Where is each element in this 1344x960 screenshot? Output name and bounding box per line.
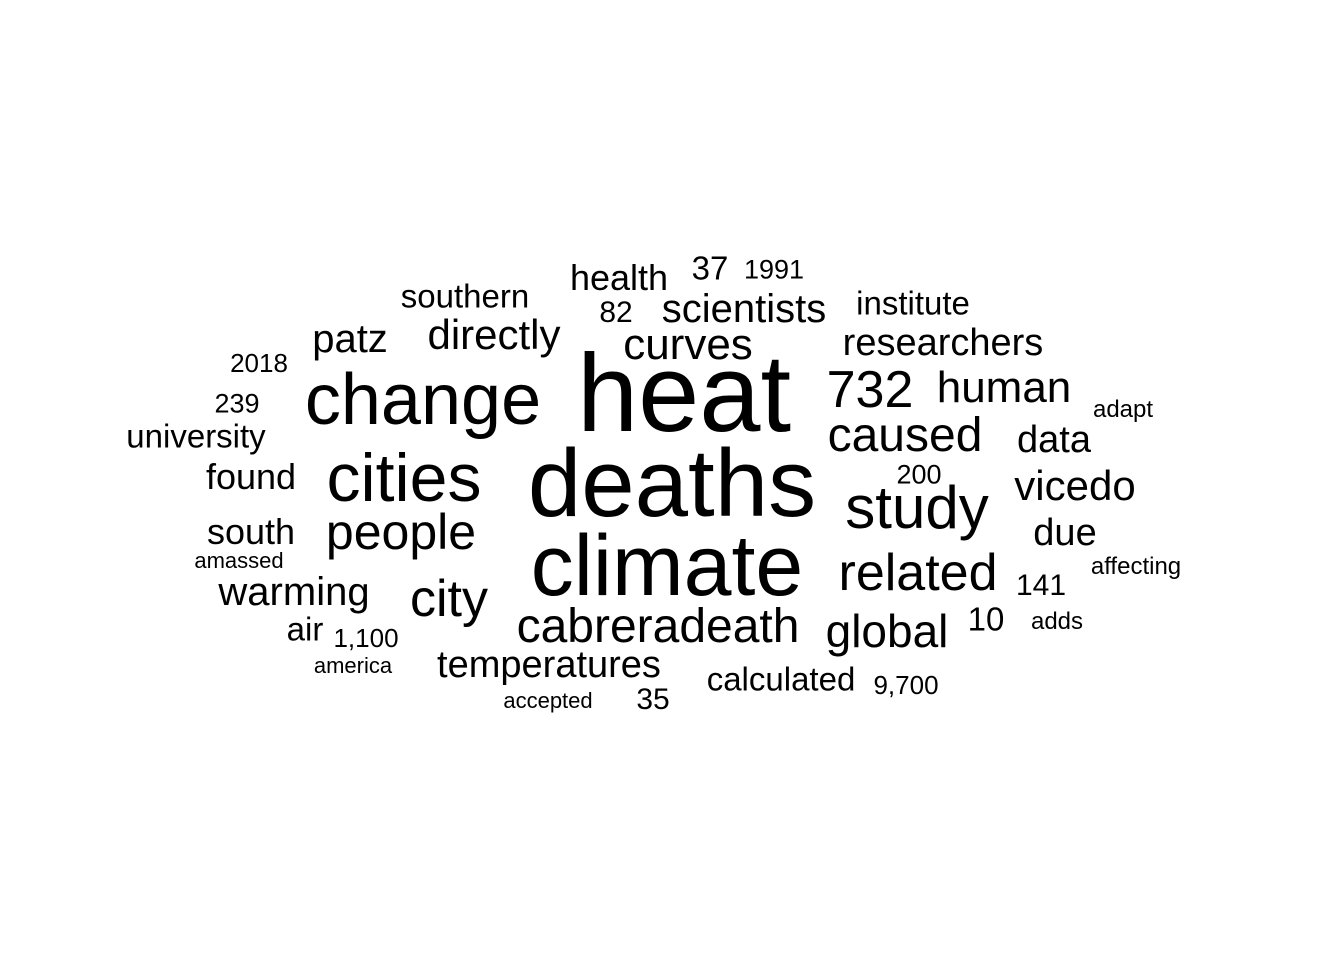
word-vicedo: vicedo <box>1014 462 1136 509</box>
word-200: 200 <box>896 459 942 490</box>
word-found: found <box>205 456 297 497</box>
word-2018: 2018 <box>230 348 288 378</box>
word-1-100: 1,100 <box>333 623 399 653</box>
word-scientists: scientists <box>661 287 827 331</box>
word-35: 35 <box>636 683 670 716</box>
word-university: university <box>126 417 266 455</box>
word-global: global <box>825 605 949 657</box>
word-accepted: accepted <box>503 688 593 713</box>
word-141: 141 <box>1015 569 1067 602</box>
word-human: human <box>936 363 1072 412</box>
word-warming: warming <box>218 570 370 614</box>
word-directly: directly <box>427 311 561 358</box>
word-1991: 1991 <box>743 254 805 285</box>
word-amassed: amassed <box>194 548 284 573</box>
word-37: 37 <box>691 249 729 287</box>
word-due: due <box>1033 512 1097 554</box>
word-data: data <box>1017 419 1091 461</box>
word-institute: institute <box>856 284 970 322</box>
word-patz: patz <box>312 317 388 361</box>
word-82: 82 <box>599 296 633 329</box>
word-cities: cities <box>326 440 482 516</box>
word-deaths: deaths <box>527 430 817 537</box>
word-study: study <box>845 474 989 541</box>
word-732: 732 <box>826 361 914 419</box>
word-air: air <box>286 610 324 648</box>
word-9-700: 9,700 <box>873 670 939 700</box>
word-heat: heat <box>576 332 792 455</box>
word-239: 239 <box>214 388 260 419</box>
word-climate: climate <box>530 518 804 614</box>
word-adds: adds <box>1030 608 1084 635</box>
word-people: people <box>325 504 477 560</box>
word-temperatures: temperatures <box>437 644 661 686</box>
word-caused: caused <box>827 409 983 462</box>
word-10: 10 <box>967 600 1005 638</box>
word-southern: southern <box>400 277 530 315</box>
word-adapt: adapt <box>1092 396 1154 423</box>
word-researchers: researchers <box>842 322 1044 364</box>
word-related: related <box>838 544 998 602</box>
word-south: south <box>206 511 296 552</box>
word-city: city <box>410 570 488 628</box>
word-affecting: affecting <box>1090 553 1182 580</box>
word-calculated: calculated <box>706 660 856 698</box>
word-health: health <box>569 257 669 298</box>
word-change: change <box>304 360 542 440</box>
word-curves: curves <box>623 320 753 369</box>
word-america: america <box>313 653 393 678</box>
word-cabreradeath: cabreradeath <box>516 600 800 653</box>
